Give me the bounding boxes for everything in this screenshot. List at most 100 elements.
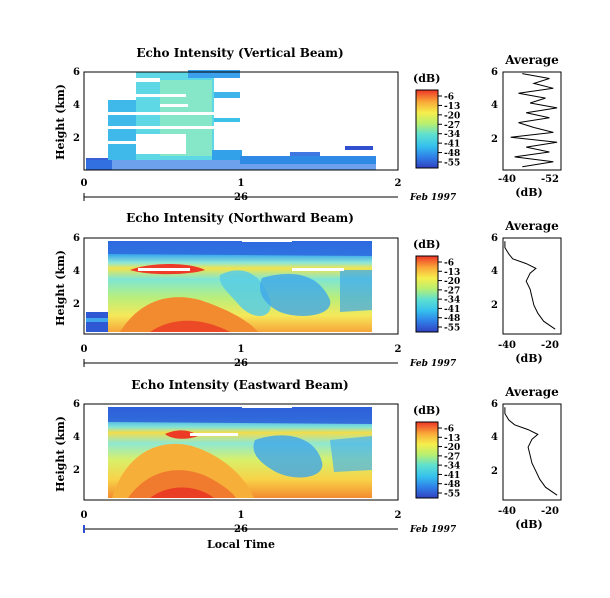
profile-x-label: (dB) [515, 186, 542, 199]
colorbar-tick-label: -20 [444, 277, 460, 287]
y-tick-label: 6 [73, 399, 80, 410]
heatmap-cells [108, 404, 372, 498]
x-tick-label: 2 [395, 510, 402, 521]
profile-northward: Average 2 4 6 -40 -20 (dB) [491, 219, 562, 365]
colorbar-tick-label: -48 [444, 314, 460, 324]
colorbar-tick-label: -6 [444, 425, 454, 435]
x-axis-vertical: 0 1 2 26 Feb 1997 [81, 178, 457, 203]
panel-vertical: Echo Intensity (Vertical Beam) [54, 46, 562, 203]
y-tick-label: 2 [73, 133, 80, 144]
x-tick-label: 1 [238, 178, 245, 189]
profile-eastward: Average 2 4 6 -40 -20 (dB) [491, 385, 562, 531]
x-tick-label: 1 [238, 344, 245, 355]
y-axis-vertical: 2 4 6 Height (km) [54, 67, 80, 160]
profile-title: Average [504, 219, 559, 233]
profile-title: Average [504, 53, 559, 67]
profile-line [504, 241, 556, 330]
colorbar-tick-label: -34 [444, 296, 460, 306]
colorbar-tick-label: -34 [444, 462, 460, 472]
y-axis-eastward: 2 4 6 Height (km) [54, 399, 80, 492]
panel-title: Echo Intensity (Eastward Beam) [131, 378, 348, 392]
profile-x-label: (dB) [515, 518, 542, 531]
y-tick-label: 4 [73, 100, 80, 111]
colorbar-tick-label: -34 [444, 130, 460, 140]
profile-title: Average [504, 385, 559, 399]
colorbar-tick-label: -27 [444, 452, 460, 462]
x-axis-label: Local Time [207, 538, 275, 551]
panel-title: Echo Intensity (Vertical Beam) [136, 46, 343, 60]
date-label: Feb 1997 [409, 193, 457, 203]
x-tick-label: 0 [81, 510, 88, 521]
profile-x-tick: -20 [541, 340, 559, 351]
profile-x-label: (dB) [515, 352, 542, 365]
y-tick-label: 4 [491, 266, 498, 277]
profile-x-tick: -40 [498, 506, 516, 517]
date-label: Feb 1997 [409, 525, 457, 535]
heatmap-cells [86, 70, 376, 170]
y-tick-label: 2 [73, 465, 80, 476]
colorbar-unit: (dB) [413, 238, 440, 251]
y-axis-northward: 2 4 6 Height (km) [54, 233, 80, 326]
y-tick-label: 4 [491, 432, 498, 443]
date-day: 26 [234, 192, 248, 203]
panel-title: Echo Intensity (Northward Beam) [126, 211, 354, 225]
y-tick-label: 4 [491, 100, 498, 111]
x-tick-label: 2 [395, 178, 402, 189]
y-tick-label: 2 [491, 134, 498, 145]
colorbar-tick-label: -13 [444, 434, 460, 444]
y-tick-label: 6 [491, 233, 498, 244]
y-axis-label: Height (km) [54, 250, 67, 326]
colorbar-tick-label: -27 [444, 121, 460, 131]
x-axis-eastward: 0 1 2 26 Feb 1997 Local Time [81, 510, 457, 551]
colorbar-tick-label: -13 [444, 268, 460, 278]
y-axis-label: Height (km) [54, 84, 67, 160]
y-tick-label: 6 [491, 399, 498, 410]
colorbar-tick-label: -55 [444, 490, 460, 500]
x-axis-northward: 0 1 2 26 Feb 1997 [81, 344, 457, 369]
colorbar-tick-label: -27 [444, 286, 460, 296]
y-tick-label: 6 [491, 67, 498, 78]
panel-eastward: Echo Intensity (Eastward Beam) 2 4 6 Hei… [54, 378, 562, 551]
colorbar-tick-label: -55 [444, 159, 460, 169]
colorbar-tick-label: -55 [444, 324, 460, 334]
colorbar-unit: (dB) [413, 72, 440, 85]
y-axis-label: Height (km) [54, 416, 67, 492]
y-tick-label: 6 [73, 67, 80, 78]
x-tick-label: 0 [81, 178, 88, 189]
profile-line [510, 73, 558, 168]
date-day: 26 [234, 524, 248, 535]
y-tick-label: 2 [491, 300, 498, 311]
colorbar-eastward: (dB) -6-13-20-27-34-41-48-55 [413, 404, 460, 500]
colorbar-tick-label: -13 [444, 102, 460, 112]
colorbar-unit: (dB) [413, 404, 440, 417]
y-tick-label: 2 [73, 299, 80, 310]
profile-line [504, 407, 558, 496]
profile-x-tick: -40 [498, 340, 516, 351]
date-day: 26 [234, 358, 248, 369]
profile-x-tick: -40 [498, 174, 516, 185]
colorbar-tick-label: -6 [444, 93, 454, 103]
profile-vertical: Average 2 4 6 -40 -52 (dB) [491, 53, 562, 199]
y-tick-label: 4 [73, 266, 80, 277]
y-tick-label: 6 [73, 233, 80, 244]
colorbar-tick-label: -48 [444, 480, 460, 490]
colorbar-tick-label: -41 [444, 305, 460, 315]
panel-northward: Echo Intensity (Northward Beam) 2 4 6 He… [54, 211, 562, 369]
colorbar-tick-label: -20 [444, 443, 460, 453]
x-tick-label: 1 [238, 510, 245, 521]
y-tick-label: 4 [73, 432, 80, 443]
colorbar-tick-label: -6 [444, 259, 454, 269]
date-label: Feb 1997 [409, 359, 457, 369]
colorbar-tick-label: -41 [444, 140, 460, 150]
colorbar-vertical: (dB) -6-13-20-27-34-41-48-55 [413, 72, 460, 169]
profile-x-tick: -20 [541, 506, 559, 517]
colorbar-northward: (dB) -6-13-20-27-34-41-48-55 [413, 238, 460, 334]
colorbar-tick-label: -48 [444, 149, 460, 159]
colorbar-tick-label: -41 [444, 471, 460, 481]
profile-x-tick: -52 [541, 174, 559, 185]
x-tick-label: 0 [81, 344, 88, 355]
x-tick-label: 2 [395, 344, 402, 355]
heatmap-cells [86, 238, 372, 332]
y-tick-label: 2 [491, 466, 498, 477]
